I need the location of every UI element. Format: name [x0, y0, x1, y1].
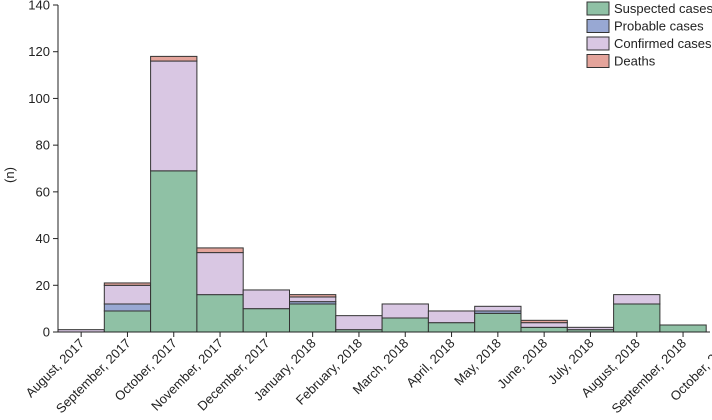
bar-segment-confirmed-cases [196, 252, 244, 296]
y-axis: 0 20 40 60 80 100 120 140 [28, 0, 59, 340]
legend: Suspected cases Probable cases Confirmed c… [586, 1, 712, 69]
y-tick-label: 80 [36, 138, 50, 153]
legend-swatch [586, 54, 610, 68]
bar-segment-deaths [289, 294, 337, 298]
bar-segment-suspected-cases [103, 310, 152, 333]
legend-label: Deaths [614, 54, 656, 69]
legend-label: Suspected cases [614, 1, 712, 16]
y-tick-label: 100 [28, 91, 50, 106]
bar-segment-suspected-cases [242, 308, 290, 333]
y-tick-label: 60 [36, 184, 50, 199]
bar-segment-suspected-cases [659, 324, 707, 333]
bar-segment-confirmed-cases [427, 310, 476, 324]
bar-segment-confirmed-cases [613, 294, 661, 305]
bar-segment-deaths [520, 319, 568, 324]
x-tick-label: June, 2018 [494, 336, 550, 392]
bar-segment-suspected-cases [520, 326, 568, 333]
legend-swatch [586, 1, 610, 16]
bar-segment-suspected-cases [289, 303, 337, 333]
bar-segment-confirmed-cases [520, 322, 568, 328]
legend-swatch [586, 19, 610, 33]
bar-segment-suspected-cases [474, 312, 522, 333]
bar-segment-confirmed-cases [242, 289, 290, 310]
bar-segment-suspected-cases [427, 322, 476, 333]
y-axis-title: (n) [2, 167, 17, 183]
bar-segment-suspected-cases [196, 294, 244, 333]
bar-segment-probable-cases [103, 303, 152, 312]
bar-segment-deaths [150, 55, 198, 62]
bar-segment-confirmed-cases [150, 60, 198, 172]
bar-segment-confirmed-cases [335, 315, 383, 331]
y-tick-label: 0 [43, 325, 50, 340]
y-tick-label: 40 [36, 231, 50, 246]
legend-swatch [586, 36, 610, 51]
bar-segment-suspected-cases [381, 317, 429, 333]
bar-segment-deaths [196, 247, 244, 254]
bar-segment-suspected-cases [150, 170, 198, 333]
bar-segment-suspected-cases [613, 303, 661, 333]
bar-segment-confirmed-cases [103, 284, 152, 305]
bar-segment-confirmed-cases [289, 296, 337, 303]
bar-segment-deaths [103, 282, 152, 286]
legend-label: Probable cases [614, 19, 704, 34]
bar-segment-confirmed-cases [381, 303, 429, 319]
bar-segment-confirmed-cases [474, 305, 522, 312]
y-tick-label: 140 [28, 0, 50, 13]
y-tick-label: 120 [28, 44, 50, 59]
legend-label: Confirmed cases [614, 36, 712, 51]
bar-segment-confirmed-cases [566, 326, 615, 331]
y-tick-label: 20 [36, 278, 50, 293]
x-tick-label: April, 2018 [403, 336, 458, 391]
bars [57, 55, 707, 333]
